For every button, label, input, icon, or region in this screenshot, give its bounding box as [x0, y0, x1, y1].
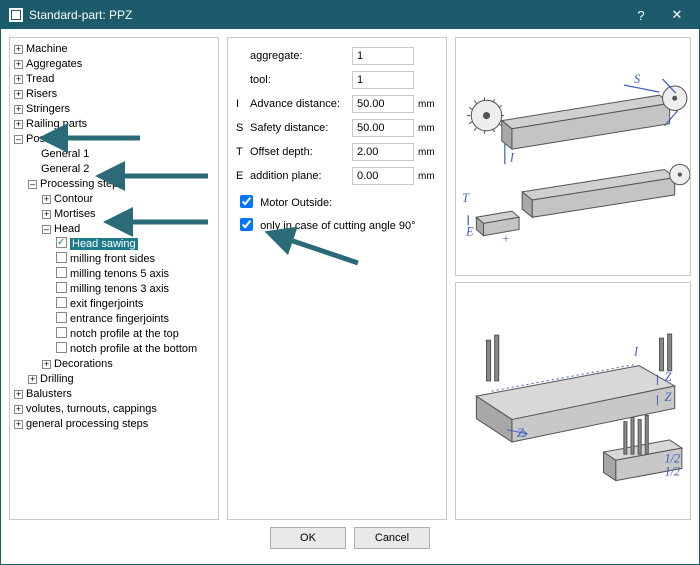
- checkbox-icon[interactable]: [56, 252, 67, 263]
- tree-item[interactable]: entrance fingerjoints: [70, 313, 169, 325]
- expand-icon[interactable]: +: [42, 360, 51, 369]
- motor-outside-checkbox[interactable]: [240, 195, 253, 208]
- ok-button[interactable]: OK: [270, 527, 346, 549]
- diagram-bottom: I Z Z Z 1/2 1/2: [455, 282, 691, 521]
- tree-item[interactable]: Decorations: [54, 358, 113, 370]
- tree-item[interactable]: Risers: [26, 88, 57, 100]
- checkbox-icon[interactable]: [56, 282, 67, 293]
- window-title: Standard-part: PPZ: [29, 8, 623, 22]
- motor-outside-label: Motor Outside:: [260, 197, 332, 209]
- tree-item[interactable]: Tread: [26, 73, 54, 85]
- tree-item[interactable]: General 2: [41, 163, 89, 175]
- tool-input[interactable]: [352, 71, 414, 89]
- svg-text:1/2: 1/2: [665, 464, 681, 478]
- expand-icon[interactable]: +: [14, 120, 23, 129]
- close-button[interactable]: ✕: [659, 1, 695, 29]
- tree-item[interactable]: volutes, turnouts, cappings: [26, 403, 157, 415]
- tree-item[interactable]: Contour: [54, 193, 93, 205]
- expand-icon[interactable]: +: [14, 390, 23, 399]
- tree-item-processing-steps[interactable]: Processing steps: [40, 178, 124, 190]
- tree-item[interactable]: Drilling: [40, 373, 74, 385]
- tree-item[interactable]: General 1: [41, 148, 89, 160]
- svg-text:S: S: [634, 72, 640, 86]
- only-90-checkbox[interactable]: [240, 218, 253, 231]
- tree-item[interactable]: general processing steps: [26, 418, 148, 430]
- safety-input[interactable]: [352, 119, 414, 137]
- checkbox-icon[interactable]: [56, 327, 67, 338]
- titlebar: Standard-part: PPZ ? ✕: [1, 1, 699, 29]
- tree-item[interactable]: Balusters: [26, 388, 72, 400]
- cancel-button[interactable]: Cancel: [354, 527, 430, 549]
- svg-text:1/2: 1/2: [665, 451, 681, 465]
- svg-text:E: E: [465, 225, 474, 239]
- tree-item[interactable]: exit fingerjoints: [70, 298, 143, 310]
- expand-icon[interactable]: +: [28, 375, 37, 384]
- tree-item[interactable]: notch profile at the top: [70, 328, 179, 340]
- app-icon: [9, 8, 23, 22]
- checkbox-icon[interactable]: [56, 297, 67, 308]
- checkbox-icon[interactable]: [56, 342, 67, 353]
- diagram-top: S I T E +: [455, 37, 691, 276]
- collapse-icon[interactable]: –: [42, 225, 51, 234]
- svg-text:T: T: [462, 191, 470, 205]
- tree-item-head-sawing[interactable]: Head sawing: [70, 238, 138, 250]
- aggregate-input[interactable]: [352, 47, 414, 65]
- offset-input[interactable]: [352, 143, 414, 161]
- safety-label: Safety distance:: [250, 122, 348, 134]
- only-90-label: only in case of cutting angle 90°: [260, 220, 415, 232]
- svg-text:I: I: [633, 344, 639, 358]
- tool-label: tool:: [250, 74, 348, 86]
- expand-icon[interactable]: +: [14, 60, 23, 69]
- tree-item[interactable]: Mortises: [54, 208, 96, 220]
- help-button[interactable]: ?: [623, 1, 659, 29]
- advance-label: Advance distance:: [250, 98, 348, 110]
- expand-icon[interactable]: +: [14, 105, 23, 114]
- expand-icon[interactable]: +: [42, 195, 51, 204]
- expand-icon[interactable]: +: [14, 75, 23, 84]
- checkbox-icon[interactable]: [56, 312, 67, 323]
- content-panes: +Machine +Aggregates +Tread +Risers +Str…: [9, 37, 691, 520]
- tree-item[interactable]: Machine: [26, 43, 68, 55]
- expand-icon[interactable]: +: [14, 45, 23, 54]
- collapse-icon[interactable]: –: [14, 135, 23, 144]
- expand-icon[interactable]: +: [42, 210, 51, 219]
- expand-icon[interactable]: +: [14, 420, 23, 429]
- advance-input[interactable]: [352, 95, 414, 113]
- diagram-pane: S I T E +: [455, 37, 691, 520]
- svg-text:+: +: [502, 232, 510, 246]
- tree-item[interactable]: Stringers: [26, 103, 70, 115]
- tree-item[interactable]: milling front sides: [70, 253, 155, 265]
- svg-text:Z: Z: [665, 390, 672, 404]
- tree-item[interactable]: notch profile at the bottom: [70, 343, 197, 355]
- svg-text:Z: Z: [665, 369, 672, 383]
- checkbox-icon[interactable]: [56, 267, 67, 278]
- collapse-icon[interactable]: –: [28, 180, 37, 189]
- aggregate-label: aggregate:: [250, 50, 348, 62]
- tree-item-posts[interactable]: Posts: [26, 133, 54, 145]
- button-bar: OK Cancel: [9, 520, 691, 556]
- svg-text:I: I: [509, 150, 515, 164]
- addplane-input[interactable]: [352, 167, 414, 185]
- offset-label: Offset depth:: [250, 146, 348, 158]
- tree-item-head[interactable]: Head: [54, 223, 80, 235]
- addplane-label: addition plane:: [250, 170, 348, 182]
- tree-item[interactable]: milling tenons 3 axis: [70, 283, 169, 295]
- tree-item[interactable]: milling tenons 5 axis: [70, 268, 169, 280]
- dialog-window: Standard-part: PPZ ? ✕ +Machine +Aggrega…: [0, 0, 700, 565]
- expand-icon[interactable]: +: [14, 405, 23, 414]
- tree-item[interactable]: Aggregates: [26, 58, 82, 70]
- tree-item[interactable]: Railing parts: [26, 118, 87, 130]
- dialog-body: +Machine +Aggregates +Tread +Risers +Str…: [1, 29, 699, 564]
- tree: +Machine +Aggregates +Tread +Risers +Str…: [12, 42, 216, 432]
- tree-pane: +Machine +Aggregates +Tread +Risers +Str…: [9, 37, 219, 520]
- checkbox-icon[interactable]: [56, 237, 67, 248]
- form-pane: aggregate: tool: I Advance distance: mm …: [227, 37, 447, 520]
- expand-icon[interactable]: +: [14, 90, 23, 99]
